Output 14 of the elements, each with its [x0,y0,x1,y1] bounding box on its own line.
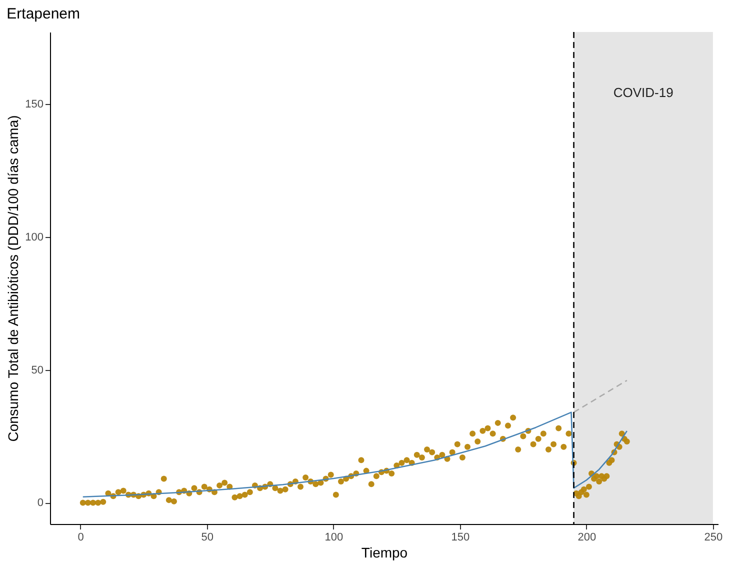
x-tick-label: 0 [78,532,84,544]
y-tick-label: 150 [25,98,44,110]
x-tick-label: 250 [704,532,723,544]
x-axis-title: Tiempo [361,544,408,560]
x-tick-label: 150 [451,532,470,544]
y-tick-label: 0 [37,497,44,510]
y-tick-label: 50 [31,364,44,376]
x-tick-label: 100 [324,532,344,544]
y-tick-label: 100 [25,231,44,244]
x-tick-label: 200 [578,532,596,544]
x-tick-label: 50 [201,532,214,544]
y-axis-title: Consumo Total de Antibióticos (DDD/100 días cama) [5,115,22,442]
chart-title: Ertapenem [6,5,80,22]
band-label: COVID-19 [613,85,674,100]
